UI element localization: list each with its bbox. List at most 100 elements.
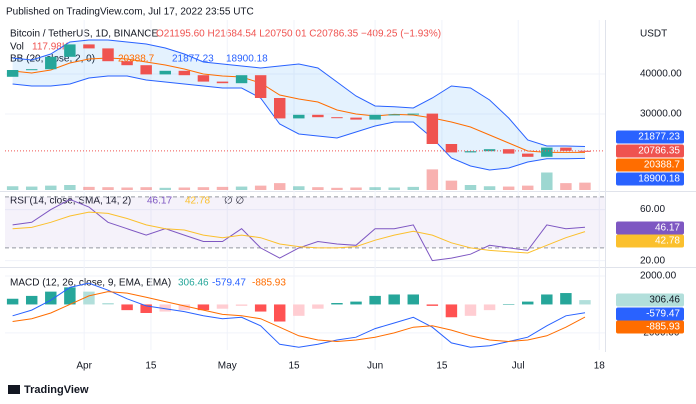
histogram-bar xyxy=(312,304,324,309)
volume-bar xyxy=(369,187,381,190)
candle-body xyxy=(6,70,19,77)
histogram-bar xyxy=(216,304,229,309)
candle-body xyxy=(273,98,286,119)
band-fill xyxy=(12,40,585,170)
value-box-label: 42.78 xyxy=(655,236,680,247)
histogram-bar xyxy=(235,304,248,306)
value-box-label: 306.46 xyxy=(649,295,680,306)
value-box-label: -885.93 xyxy=(646,322,680,333)
volume-legend: Vol xyxy=(10,42,24,53)
value-box-label: 20388.7 xyxy=(644,160,681,171)
histogram-bar xyxy=(102,303,114,305)
value-box-label: 20786.35 xyxy=(638,146,680,157)
candle-body xyxy=(102,48,114,62)
volume-bar xyxy=(216,186,229,190)
rsi-band xyxy=(5,196,605,248)
candle-body xyxy=(312,114,324,118)
histogram-bar xyxy=(464,304,477,316)
rsi-flags: ∅ ∅ xyxy=(224,196,244,207)
x-tick-label: 15 xyxy=(288,361,300,372)
volume-bar xyxy=(445,180,458,190)
candle-body xyxy=(159,70,171,75)
x-tick-label: May xyxy=(218,361,237,372)
histogram-bar xyxy=(254,304,267,312)
volume-bar xyxy=(83,186,95,190)
histogram-bar xyxy=(502,304,515,305)
histogram-bar xyxy=(407,294,419,305)
volume-bar xyxy=(25,186,38,190)
bb-line xyxy=(12,39,586,147)
histogram-bar xyxy=(121,304,133,311)
volume-bar xyxy=(254,185,267,190)
rsi-title: RSI (14, close, SMA, 14, 2) xyxy=(10,196,131,207)
value-box xyxy=(616,293,684,307)
volume-bar xyxy=(388,187,400,190)
candle-body xyxy=(64,44,76,57)
rsi-value: 46.17 xyxy=(147,196,172,207)
histogram-bar xyxy=(445,304,458,318)
histogram-bar xyxy=(350,301,362,305)
bb-line xyxy=(12,75,586,171)
value-box-label: 18900.18 xyxy=(638,174,680,185)
histogram-bar xyxy=(197,304,210,311)
volume-bar xyxy=(197,187,210,190)
rsi-line xyxy=(12,198,586,262)
x-tick-label: 15 xyxy=(436,361,448,372)
macd-value: 306.46 xyxy=(178,278,209,289)
ohlc-legend: O21195.60 H21684.54 L20750.01 C20786.35 … xyxy=(156,29,441,40)
candle-body xyxy=(197,75,210,82)
candle-body xyxy=(235,75,248,84)
candle-body xyxy=(388,114,400,116)
value-box xyxy=(616,221,684,235)
value-box-label: 46.17 xyxy=(655,223,680,234)
macd-line xyxy=(12,291,586,343)
histogram-bar xyxy=(483,304,496,311)
candle-body xyxy=(216,81,229,84)
value-box xyxy=(616,234,684,248)
bb-value: 21877.23 xyxy=(172,54,214,65)
macd-title: MACD (12, 26, close, 9, EMA, EMA) xyxy=(10,278,171,289)
x-tick-label: 18 xyxy=(594,361,606,372)
volume-bar xyxy=(350,187,362,190)
candle-body xyxy=(483,149,496,152)
value-box-label: 21877.23 xyxy=(638,132,680,143)
value-box xyxy=(616,144,684,158)
histogram-bar xyxy=(369,295,381,305)
candle-body xyxy=(140,65,152,75)
candle-body xyxy=(541,147,553,157)
volume-bar xyxy=(464,185,477,190)
candle-body xyxy=(25,69,38,71)
macd-value: -579.47 xyxy=(212,278,246,289)
volume-bar xyxy=(178,187,191,190)
candle-body xyxy=(331,117,343,119)
value-box xyxy=(616,130,684,144)
candle-body xyxy=(293,114,305,119)
candle-body xyxy=(254,75,267,98)
y-tick-label: 2000.00 xyxy=(640,271,677,282)
histogram-bar xyxy=(45,291,57,305)
rsi-line xyxy=(12,211,586,254)
candle-body xyxy=(369,114,381,120)
candle-body xyxy=(178,70,191,76)
volume-bar xyxy=(121,187,133,190)
volume-bar xyxy=(407,186,419,190)
x-tick-label: Jul xyxy=(512,361,525,372)
histogram-bar xyxy=(64,287,76,305)
histogram-bar xyxy=(159,304,171,312)
x-tick-label: Apr xyxy=(76,361,92,372)
histogram-bar xyxy=(178,304,191,311)
y-tick-label: 40000.00 xyxy=(640,69,682,80)
candle-body xyxy=(445,144,458,153)
candle-body xyxy=(350,117,362,120)
brand: TradingView xyxy=(24,384,89,396)
volume-bar xyxy=(273,183,286,190)
histogram-bar xyxy=(541,294,553,305)
x-tick-label: Jun xyxy=(367,361,383,372)
volume-bar xyxy=(293,186,305,190)
histogram-bar xyxy=(388,294,400,305)
volume-bar xyxy=(502,186,515,190)
volume-bar xyxy=(102,187,114,190)
candle-body xyxy=(45,56,57,70)
value-box xyxy=(616,307,684,321)
histogram-bar xyxy=(560,293,572,305)
